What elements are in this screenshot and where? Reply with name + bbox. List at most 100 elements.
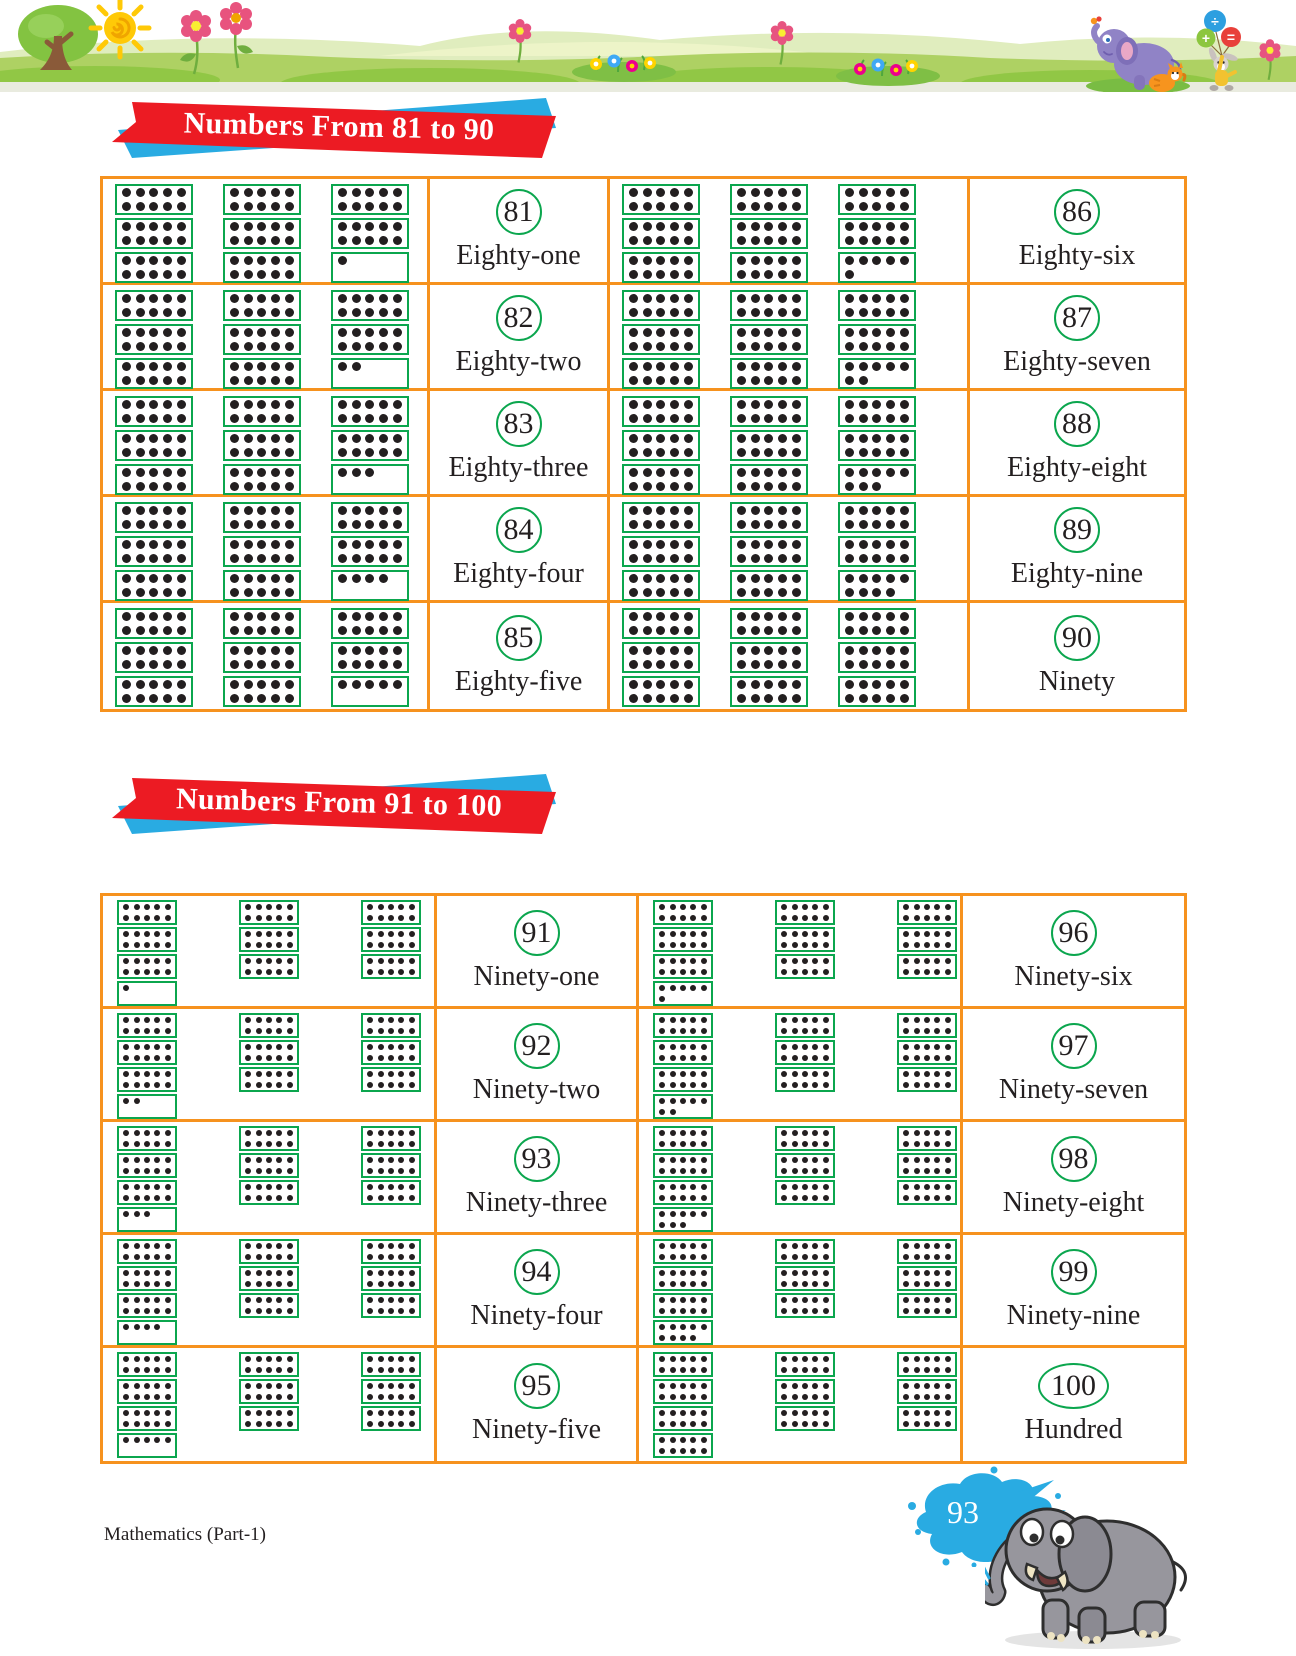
frame-column	[361, 1013, 421, 1092]
ten-frame	[653, 1352, 713, 1377]
dot	[176, 235, 186, 245]
dot	[656, 519, 666, 529]
dot	[276, 1253, 283, 1260]
number-label-cell-98: 98 Ninety-eight	[963, 1122, 1184, 1235]
dot	[284, 269, 294, 279]
dot	[398, 931, 405, 938]
dot	[230, 222, 240, 232]
dot	[690, 1324, 697, 1331]
dot	[659, 1280, 666, 1287]
ten-frame	[730, 358, 808, 389]
ribbon-shape	[112, 98, 556, 158]
frame-column	[653, 900, 713, 1006]
number-circle: 82	[495, 295, 542, 341]
number-circle: 81	[495, 189, 542, 235]
dot	[778, 294, 788, 304]
dot	[934, 1130, 941, 1137]
dot	[365, 625, 375, 635]
dot	[781, 904, 788, 911]
dot	[377, 914, 384, 921]
dot	[163, 625, 173, 635]
dot	[923, 1027, 930, 1034]
dot	[690, 1393, 697, 1400]
dot	[913, 1081, 920, 1088]
dot	[669, 1017, 676, 1024]
ten-frame	[331, 290, 409, 321]
dot	[750, 646, 760, 656]
dot	[408, 1167, 415, 1174]
dot	[286, 1307, 293, 1314]
dot	[845, 362, 855, 372]
dot	[801, 914, 808, 921]
dot	[379, 307, 389, 317]
dot	[255, 931, 262, 938]
dot	[791, 468, 801, 478]
dot	[659, 1334, 666, 1341]
ten-frame	[622, 184, 700, 215]
dot	[944, 1167, 951, 1174]
dot	[656, 553, 666, 563]
dot	[670, 646, 680, 656]
dot	[365, 447, 375, 457]
dot	[872, 413, 882, 423]
dot	[255, 1243, 262, 1250]
dot	[737, 680, 747, 690]
frame-column	[838, 290, 916, 389]
dot	[143, 1054, 150, 1061]
dot	[255, 1167, 262, 1174]
number-label-cell-95: 95 Ninety-five	[437, 1348, 639, 1461]
dot	[286, 1081, 293, 1088]
dot	[338, 574, 348, 584]
dot	[143, 1366, 150, 1373]
ten-frame	[331, 358, 409, 389]
dot	[886, 362, 896, 372]
ten-frame	[361, 954, 421, 979]
dot	[791, 553, 801, 563]
dot	[845, 540, 855, 550]
dot	[669, 1027, 676, 1034]
dot	[764, 468, 774, 478]
dot	[398, 1194, 405, 1201]
dot	[801, 1270, 808, 1277]
dot	[791, 693, 801, 703]
dot	[230, 574, 240, 584]
dot	[257, 612, 267, 622]
dot	[135, 481, 145, 491]
ten-frame	[775, 1239, 835, 1264]
dot	[690, 1307, 697, 1314]
dot	[123, 914, 130, 921]
ten-frame	[361, 1406, 421, 1431]
dot	[387, 1054, 394, 1061]
dot	[365, 188, 375, 198]
dot	[243, 188, 253, 198]
dot	[176, 680, 186, 690]
dot	[737, 468, 747, 478]
ten-frame	[730, 676, 808, 707]
dot	[923, 1253, 930, 1260]
dot	[629, 307, 639, 317]
dot	[276, 968, 283, 975]
dot	[872, 506, 882, 516]
dot	[164, 1054, 171, 1061]
dot	[656, 328, 666, 338]
number-label-cell-87: 87 Eighty-seven	[970, 285, 1184, 391]
ten-frame	[117, 1013, 177, 1038]
ten-frame	[115, 430, 193, 461]
dot	[629, 447, 639, 457]
dot	[286, 1194, 293, 1201]
dot	[812, 1410, 819, 1417]
dot	[351, 222, 361, 232]
dot	[143, 1211, 150, 1218]
dot	[822, 1280, 829, 1287]
dot	[257, 201, 267, 211]
dot	[284, 468, 294, 478]
dot	[791, 328, 801, 338]
dot	[700, 1194, 707, 1201]
dot	[143, 1393, 150, 1400]
dot	[778, 519, 788, 529]
dot	[845, 506, 855, 516]
dot	[408, 1420, 415, 1427]
ten-frame	[730, 536, 808, 567]
dot	[669, 1410, 676, 1417]
dot	[791, 574, 801, 584]
